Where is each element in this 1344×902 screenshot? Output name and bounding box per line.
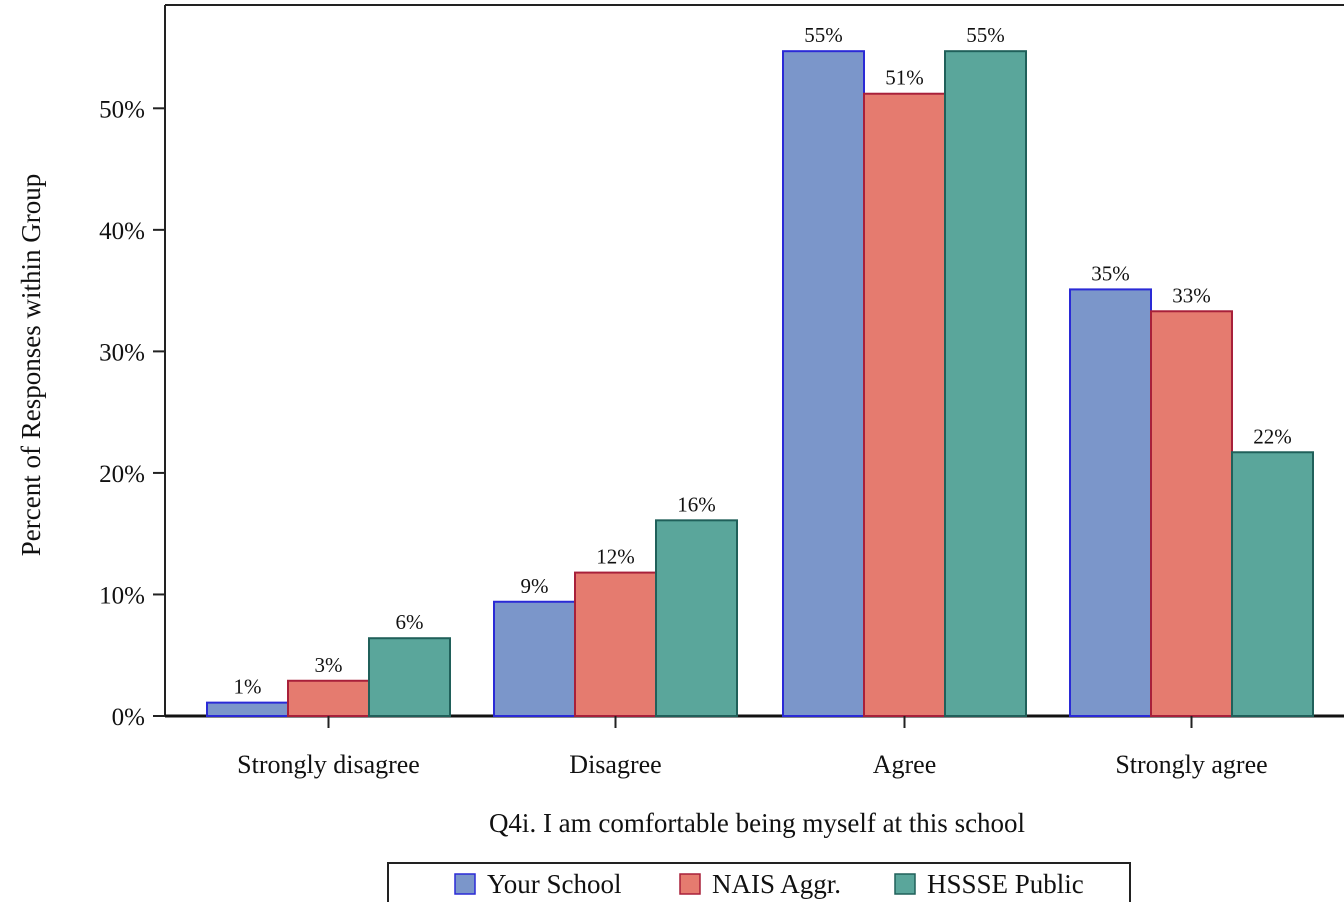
bar <box>1069 288 1152 717</box>
bar <box>782 50 865 717</box>
bar <box>206 701 289 718</box>
bar <box>287 679 370 717</box>
bar <box>863 92 946 717</box>
data-label: 22% <box>1253 424 1292 448</box>
legend-box <box>387 862 1131 902</box>
y-axis: 0% 10% 20% 30% 40% 50% <box>99 96 165 731</box>
x-axis-title: Q4i. I am comfortable being myself at th… <box>489 808 1025 838</box>
y-tick-label: 40% <box>99 218 145 245</box>
bar <box>368 637 451 718</box>
legend-label: NAIS Aggr. <box>712 869 841 899</box>
data-label: 12% <box>596 545 635 569</box>
x-tick-label: Agree <box>873 750 937 779</box>
data-label: 51% <box>885 66 924 90</box>
bar <box>1150 310 1233 717</box>
legend: Your School NAIS Aggr. HSSSE Public <box>387 862 1131 902</box>
bar <box>1231 451 1314 717</box>
y-axis-title: Percent of Responses within Group <box>16 174 46 556</box>
data-label: 6% <box>396 610 424 634</box>
data-label: 1% <box>234 675 262 699</box>
x-tick-label: Strongly disagree <box>237 750 420 779</box>
y-tick-label: 10% <box>99 582 145 609</box>
legend-label: HSSSE Public <box>927 869 1084 899</box>
y-tick-label: 50% <box>99 96 145 123</box>
legend-swatch <box>679 873 701 895</box>
data-label: 55% <box>804 23 843 47</box>
data-labels: 1% 3% 6% 9% 12% 16% 55% 51% 55% 35% 33% 22% <box>234 23 1292 698</box>
x-tick-label: Strongly agree <box>1115 750 1267 779</box>
y-tick-label: 30% <box>99 339 145 366</box>
data-label: 3% <box>315 653 343 677</box>
legend-swatch <box>894 873 916 895</box>
bars <box>206 50 1314 718</box>
x-tick-label: Disagree <box>569 750 661 779</box>
y-tick-label: 0% <box>112 704 145 731</box>
data-label: 35% <box>1091 261 1130 285</box>
x-axis: Strongly disagree Disagree Agree Strongly a… <box>237 716 1268 779</box>
bar <box>944 50 1027 717</box>
data-label: 33% <box>1172 283 1211 307</box>
data-label: 9% <box>521 574 549 598</box>
legend-swatch <box>454 873 476 895</box>
legend-label: Your School <box>487 869 622 899</box>
data-label: 16% <box>677 492 716 516</box>
bar <box>493 600 576 717</box>
data-label: 55% <box>966 23 1005 47</box>
bar <box>655 519 738 717</box>
y-tick-label: 20% <box>99 461 145 488</box>
bar <box>574 571 657 717</box>
